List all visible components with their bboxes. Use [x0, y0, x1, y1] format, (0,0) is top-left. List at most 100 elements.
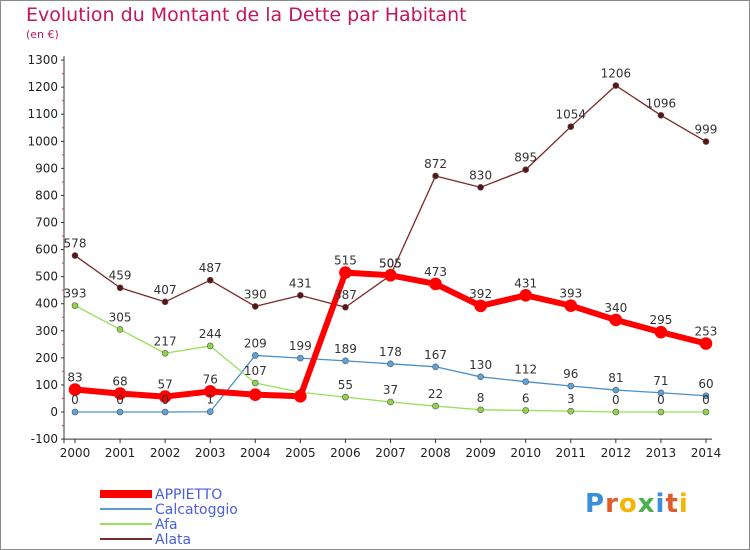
data-label-calcatoggio: 167 — [424, 348, 447, 362]
point-appietto — [339, 266, 352, 279]
point-appietto — [158, 390, 172, 403]
logo-letter: o — [618, 489, 638, 519]
data-label-calcatoggio: 0 — [71, 393, 79, 407]
x-tick-label: 2009 — [465, 446, 496, 460]
point-appietto — [519, 289, 533, 302]
point-afa — [702, 408, 710, 416]
logo-letter: P — [585, 489, 606, 519]
point-afa — [657, 408, 665, 416]
point-alata — [567, 123, 575, 130]
point-alata — [206, 276, 214, 284]
x-tick-label: 2011 — [555, 446, 586, 460]
legend-label-calcatoggio: Calcatoggio — [155, 502, 238, 518]
y-tick-label: 200 — [35, 351, 58, 365]
point-calcatoggio — [297, 354, 304, 362]
point-calcatoggio — [116, 408, 124, 416]
point-calcatoggio — [342, 357, 349, 365]
point-afa — [432, 402, 439, 410]
point-alata — [297, 292, 304, 299]
point-calcatoggio — [432, 363, 439, 371]
point-afa — [387, 398, 394, 406]
data-label-afa: 37 — [383, 383, 398, 397]
point-calcatoggio — [161, 408, 169, 416]
data-label-calcatoggio: 178 — [379, 345, 402, 359]
point-calcatoggio — [702, 392, 710, 400]
point-alata — [702, 138, 710, 145]
data-label-afa: 22 — [428, 387, 443, 401]
point-calcatoggio — [567, 382, 575, 390]
point-appietto — [429, 277, 442, 291]
data-label-appietto: 295 — [649, 313, 672, 327]
point-afa — [71, 302, 79, 309]
point-alata — [612, 82, 620, 89]
point-appietto — [474, 299, 487, 313]
y-tick-label: 1200 — [27, 80, 58, 94]
point-alata — [251, 303, 259, 310]
data-label-calcatoggio: 1 — [206, 393, 214, 407]
point-appietto — [654, 325, 668, 339]
data-label-appietto: 57 — [157, 378, 172, 392]
proxiti-logo: Proxiti — [585, 489, 689, 519]
data-label-alata: 830 — [469, 168, 492, 182]
data-label-alata: 1096 — [646, 96, 677, 110]
x-tick-label: 2008 — [420, 446, 451, 460]
data-label-calcatoggio: 0 — [116, 393, 124, 407]
data-label-calcatoggio: 71 — [653, 374, 668, 388]
logo-letter: t — [665, 489, 679, 519]
point-appietto — [68, 383, 82, 396]
point-alata — [116, 284, 124, 292]
data-label-calcatoggio: 130 — [469, 358, 492, 372]
data-label-afa: 217 — [154, 334, 177, 348]
data-label-afa: 305 — [109, 310, 132, 324]
point-afa — [342, 393, 349, 401]
data-label-alata: 895 — [514, 151, 537, 165]
point-calcatoggio — [251, 352, 259, 359]
data-label-appietto: 505 — [379, 256, 402, 270]
data-label-afa: 244 — [199, 327, 222, 341]
data-label-afa: 55 — [338, 378, 353, 392]
point-afa — [522, 407, 530, 414]
data-label-afa: 6 — [522, 391, 530, 405]
data-label-appietto: 83 — [67, 371, 82, 385]
data-label-appietto: 76 — [203, 372, 218, 386]
y-tick-label: 0 — [50, 405, 58, 419]
data-label-appietto: 68 — [112, 375, 127, 389]
legend-label-alata: Alata — [155, 532, 191, 548]
point-alata — [477, 184, 484, 191]
data-label-appietto: 515 — [334, 254, 357, 268]
data-label-calcatoggio: 96 — [563, 367, 578, 381]
y-tick-label: 700 — [35, 216, 58, 230]
data-label-alata: 431 — [289, 276, 312, 290]
data-label-appietto: 393 — [559, 287, 582, 301]
x-tick-label: 2005 — [285, 446, 316, 460]
x-tick-label: 2002 — [150, 446, 181, 460]
data-label-calcatoggio: 60 — [698, 377, 713, 391]
y-tick-label: 800 — [35, 188, 58, 202]
data-label-afa: 0 — [657, 393, 665, 407]
point-appietto — [203, 385, 217, 398]
logo-letter: i — [678, 489, 689, 519]
point-alata — [342, 303, 349, 311]
y-tick-label: 1100 — [27, 107, 58, 121]
point-alata — [522, 166, 530, 174]
point-alata — [657, 112, 665, 119]
data-label-calcatoggio: 81 — [608, 371, 623, 385]
point-calcatoggio — [71, 408, 79, 416]
data-label-appietto: 473 — [424, 265, 447, 279]
x-tick-label: 2000 — [60, 446, 91, 460]
point-alata — [432, 172, 439, 180]
point-appietto — [564, 299, 578, 312]
data-label-alata: 407 — [154, 283, 177, 297]
point-alata — [161, 298, 169, 306]
y-tick-label: 300 — [35, 324, 58, 338]
logo-letter: r — [605, 489, 619, 519]
point-appietto — [248, 388, 262, 401]
point-calcatoggio — [612, 386, 620, 394]
legend-label-appietto: APPIETTO — [155, 487, 222, 503]
data-label-afa: 107 — [244, 364, 267, 378]
series-layer — [68, 82, 713, 416]
data-label-appietto: 340 — [604, 301, 627, 315]
x-tick-label: 2003 — [195, 446, 226, 460]
y-tick-label: 900 — [35, 161, 58, 175]
